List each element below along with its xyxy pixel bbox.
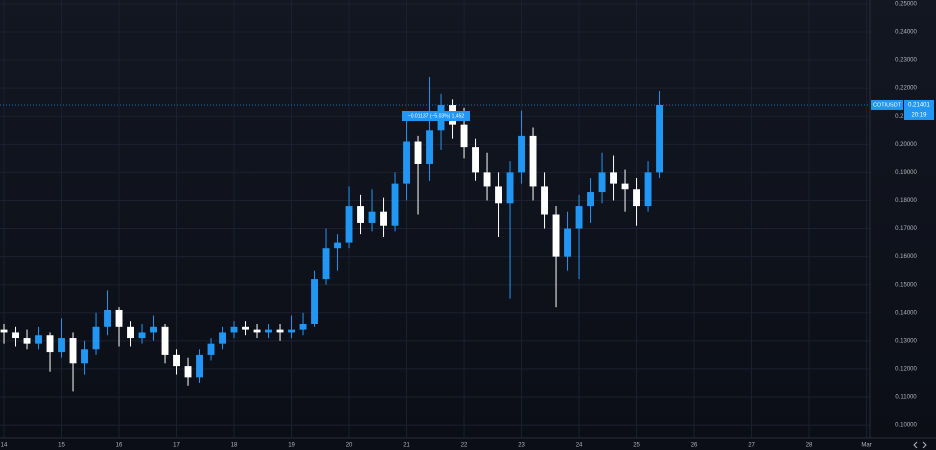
candle-body bbox=[564, 228, 571, 257]
candle-body bbox=[380, 211, 387, 226]
candle-body bbox=[644, 172, 652, 207]
candle-body bbox=[173, 354, 180, 367]
candle-body bbox=[472, 147, 479, 173]
scroll-icon[interactable] bbox=[913, 441, 927, 449]
candle-body bbox=[230, 326, 238, 333]
candle-body bbox=[12, 332, 19, 339]
y-tick-label: 0.22000 bbox=[895, 86, 917, 92]
price-tag: 0.21401 bbox=[908, 103, 930, 109]
candle-body bbox=[529, 135, 537, 187]
candle-body bbox=[414, 141, 422, 164]
candle-body bbox=[575, 206, 583, 229]
measure-tooltip: −0.01137 (−5.03%) 1,452 bbox=[408, 113, 465, 119]
candle-body bbox=[58, 338, 65, 353]
candle-body bbox=[69, 338, 77, 364]
candle-body bbox=[311, 279, 318, 325]
candle-body bbox=[196, 354, 203, 378]
candle-body bbox=[242, 326, 249, 330]
candle-body bbox=[322, 248, 330, 280]
y-tick-label: 0.16000 bbox=[895, 254, 917, 260]
y-tick-label: 0.10000 bbox=[895, 423, 917, 429]
x-tick-label: Mar bbox=[861, 443, 871, 449]
x-tick-label: 24 bbox=[576, 443, 583, 449]
candle-body bbox=[633, 189, 640, 207]
candle-body bbox=[138, 332, 146, 339]
candle-body bbox=[92, 326, 100, 350]
symbol-tag-bg bbox=[871, 99, 903, 110]
candle-body bbox=[0, 329, 8, 333]
x-tick-label: 18 bbox=[231, 443, 238, 449]
candle-body bbox=[460, 124, 468, 148]
y-tick-label: 0.23000 bbox=[895, 58, 917, 64]
candle-body bbox=[587, 192, 594, 207]
candle-body bbox=[495, 186, 502, 204]
y-tick-label: 0.25000 bbox=[895, 2, 917, 8]
candle-body bbox=[426, 130, 433, 164]
candle-body bbox=[299, 324, 307, 330]
candle-body bbox=[598, 172, 606, 193]
x-tick-label: 17 bbox=[173, 443, 180, 449]
candle-body bbox=[541, 186, 548, 215]
y-tick-label: 0.20000 bbox=[895, 142, 917, 148]
candle-body bbox=[207, 343, 215, 355]
candle-body bbox=[391, 183, 399, 226]
y-tick-label: 0.24000 bbox=[895, 30, 917, 36]
candle-body bbox=[552, 214, 560, 257]
y-tick-label: 0.19000 bbox=[895, 170, 917, 176]
candle-body bbox=[334, 242, 341, 249]
x-tick-label: 27 bbox=[748, 443, 755, 449]
candle-body bbox=[184, 366, 192, 378]
candle-body bbox=[403, 141, 410, 184]
price-tag-bg bbox=[904, 99, 934, 120]
x-tick-label: 28 bbox=[806, 443, 813, 449]
y-tick-label: 0.17000 bbox=[895, 226, 917, 232]
x-tick-label: 26 bbox=[691, 443, 698, 449]
candle-body bbox=[161, 326, 169, 355]
y-tick-label: 0.12000 bbox=[895, 367, 917, 373]
candle-body bbox=[104, 309, 111, 327]
candle-body bbox=[253, 329, 261, 333]
measure-tooltip-bg bbox=[402, 111, 470, 121]
candle-body bbox=[81, 349, 88, 364]
y-tick-label: 0.11000 bbox=[895, 395, 917, 401]
x-tick-label: 20 bbox=[346, 443, 353, 449]
x-tick-label: 23 bbox=[518, 443, 525, 449]
candle-body bbox=[115, 309, 123, 327]
candle-body bbox=[276, 329, 284, 333]
x-tick-label: 16 bbox=[116, 443, 123, 449]
candle-body bbox=[265, 329, 272, 333]
x-tick-label: 19 bbox=[288, 443, 295, 449]
x-tick-label: 15 bbox=[58, 443, 65, 449]
x-tick-label: 14 bbox=[1, 443, 8, 449]
symbol-tag: COTIUSDT bbox=[873, 102, 902, 108]
candle-body bbox=[483, 172, 491, 187]
candle-body bbox=[621, 183, 629, 190]
candle-body bbox=[518, 135, 525, 173]
candle-body bbox=[288, 329, 295, 333]
y-tick-label: 0.14000 bbox=[895, 310, 917, 316]
candle-body bbox=[219, 332, 226, 344]
x-tick-label: 25 bbox=[633, 443, 640, 449]
candle-body bbox=[35, 335, 42, 344]
x-tick-label: 22 bbox=[461, 443, 468, 449]
countdown: 20:19 bbox=[911, 113, 927, 119]
x-tick-label: 21 bbox=[403, 443, 410, 449]
candle-body bbox=[46, 335, 54, 353]
candle-body bbox=[150, 326, 157, 333]
candle-body bbox=[656, 104, 663, 173]
y-tick-label: 0.15000 bbox=[895, 282, 917, 288]
candle-body bbox=[345, 206, 353, 243]
y-tick-label: 0.13000 bbox=[895, 338, 917, 344]
candle-body bbox=[610, 172, 617, 184]
candle-body bbox=[357, 206, 364, 223]
candle-body bbox=[506, 172, 514, 204]
candle-body bbox=[368, 211, 376, 223]
candle-body bbox=[23, 338, 31, 344]
candle-body bbox=[127, 326, 134, 339]
y-tick-label: 0.18000 bbox=[895, 198, 917, 204]
